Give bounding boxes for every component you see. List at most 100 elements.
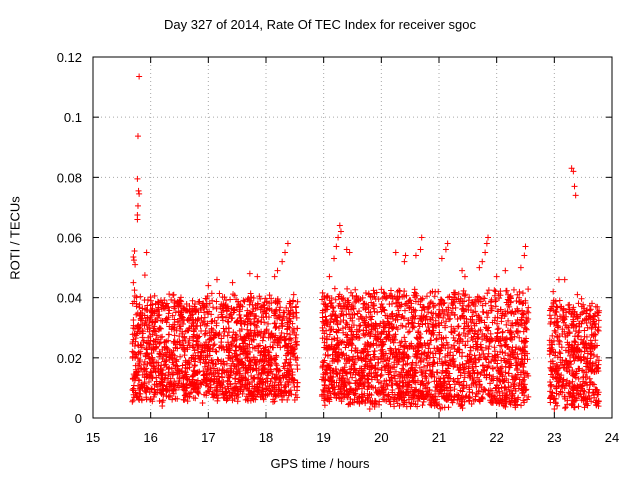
- data-point: [232, 347, 239, 354]
- data-point: [155, 359, 162, 366]
- data-point: [171, 316, 178, 323]
- data-point: [132, 261, 139, 268]
- data-point: [212, 329, 219, 336]
- data-point: [171, 383, 178, 390]
- data-point: [229, 397, 236, 404]
- data-point: [248, 372, 255, 379]
- data-point: [446, 381, 453, 388]
- data-point: [157, 339, 164, 346]
- data-point: [137, 315, 144, 322]
- data-point: [553, 303, 560, 310]
- data-point: [290, 325, 297, 332]
- data-point: [191, 358, 198, 365]
- data-point: [169, 312, 176, 319]
- data-point: [140, 337, 147, 344]
- data-point: [180, 346, 187, 353]
- data-point: [561, 276, 568, 283]
- data-point: [193, 323, 200, 330]
- data-point: [284, 396, 291, 403]
- data-point: [167, 352, 174, 359]
- data-point: [180, 374, 187, 381]
- data-point: [189, 381, 196, 388]
- data-point: [252, 322, 259, 329]
- data-point: [587, 355, 594, 362]
- data-point: [215, 357, 222, 364]
- data-point: [152, 338, 159, 345]
- data-point: [276, 386, 283, 393]
- data-point: [210, 304, 217, 311]
- data-point: [279, 317, 286, 324]
- data-point: [262, 346, 269, 353]
- data-point: [252, 305, 259, 312]
- data-point: [276, 377, 283, 384]
- data-point: [134, 133, 141, 140]
- data-point: [237, 314, 244, 321]
- data-point: [177, 353, 184, 360]
- data-point: [153, 382, 160, 389]
- data-point: [392, 380, 399, 387]
- data-point: [246, 309, 253, 316]
- data-point: [551, 405, 558, 412]
- data-point: [338, 398, 345, 405]
- data-point: [184, 307, 191, 314]
- data-point: [168, 348, 175, 355]
- data-point: [261, 348, 268, 355]
- data-point: [176, 384, 183, 391]
- data-point: [235, 378, 242, 385]
- data-point: [260, 314, 267, 321]
- data-point: [210, 394, 217, 401]
- data-point: [265, 320, 272, 327]
- data-point: [240, 360, 247, 367]
- data-point: [218, 301, 225, 308]
- data-point: [130, 336, 137, 343]
- data-point: [194, 332, 201, 339]
- y-tick-label: 0.04: [57, 291, 82, 306]
- data-point: [247, 357, 254, 364]
- data-point: [251, 315, 258, 322]
- data-point: [451, 290, 458, 297]
- data-point: [458, 402, 465, 409]
- data-point: [160, 386, 167, 393]
- x-tick-label: 16: [143, 430, 157, 445]
- data-point: [150, 393, 157, 400]
- data-point: [357, 322, 364, 329]
- data-point: [289, 369, 296, 376]
- data-point: [211, 365, 218, 372]
- data-point: [268, 295, 275, 302]
- data-point: [166, 323, 173, 330]
- data-point: [274, 315, 281, 322]
- data-point: [248, 390, 255, 397]
- data-point: [479, 258, 486, 265]
- data-point: [186, 335, 193, 342]
- data-point: [332, 296, 339, 303]
- data-point: [264, 369, 271, 376]
- data-point: [200, 349, 207, 356]
- data-point: [418, 372, 425, 379]
- data-point: [137, 356, 144, 363]
- data-point: [223, 297, 230, 304]
- data-point: [186, 393, 193, 400]
- data-point: [159, 402, 166, 409]
- data-point: [416, 364, 423, 371]
- data-point: [216, 290, 223, 297]
- data-point: [268, 330, 275, 337]
- data-point: [167, 375, 174, 382]
- data-point: [271, 374, 278, 381]
- data-point: [273, 365, 280, 372]
- data-point: [334, 321, 341, 328]
- data-point: [131, 330, 138, 337]
- data-point: [225, 352, 232, 359]
- data-point: [136, 73, 143, 80]
- data-point: [194, 387, 201, 394]
- data-point: [210, 360, 217, 367]
- data-point: [257, 295, 264, 302]
- data-point: [243, 384, 250, 391]
- data-point: [189, 297, 196, 304]
- data-point: [211, 341, 218, 348]
- data-point: [201, 371, 208, 378]
- data-point: [286, 389, 293, 396]
- data-point: [210, 335, 217, 342]
- data-point: [159, 367, 166, 374]
- data-point: [546, 312, 553, 319]
- data-point: [181, 333, 188, 340]
